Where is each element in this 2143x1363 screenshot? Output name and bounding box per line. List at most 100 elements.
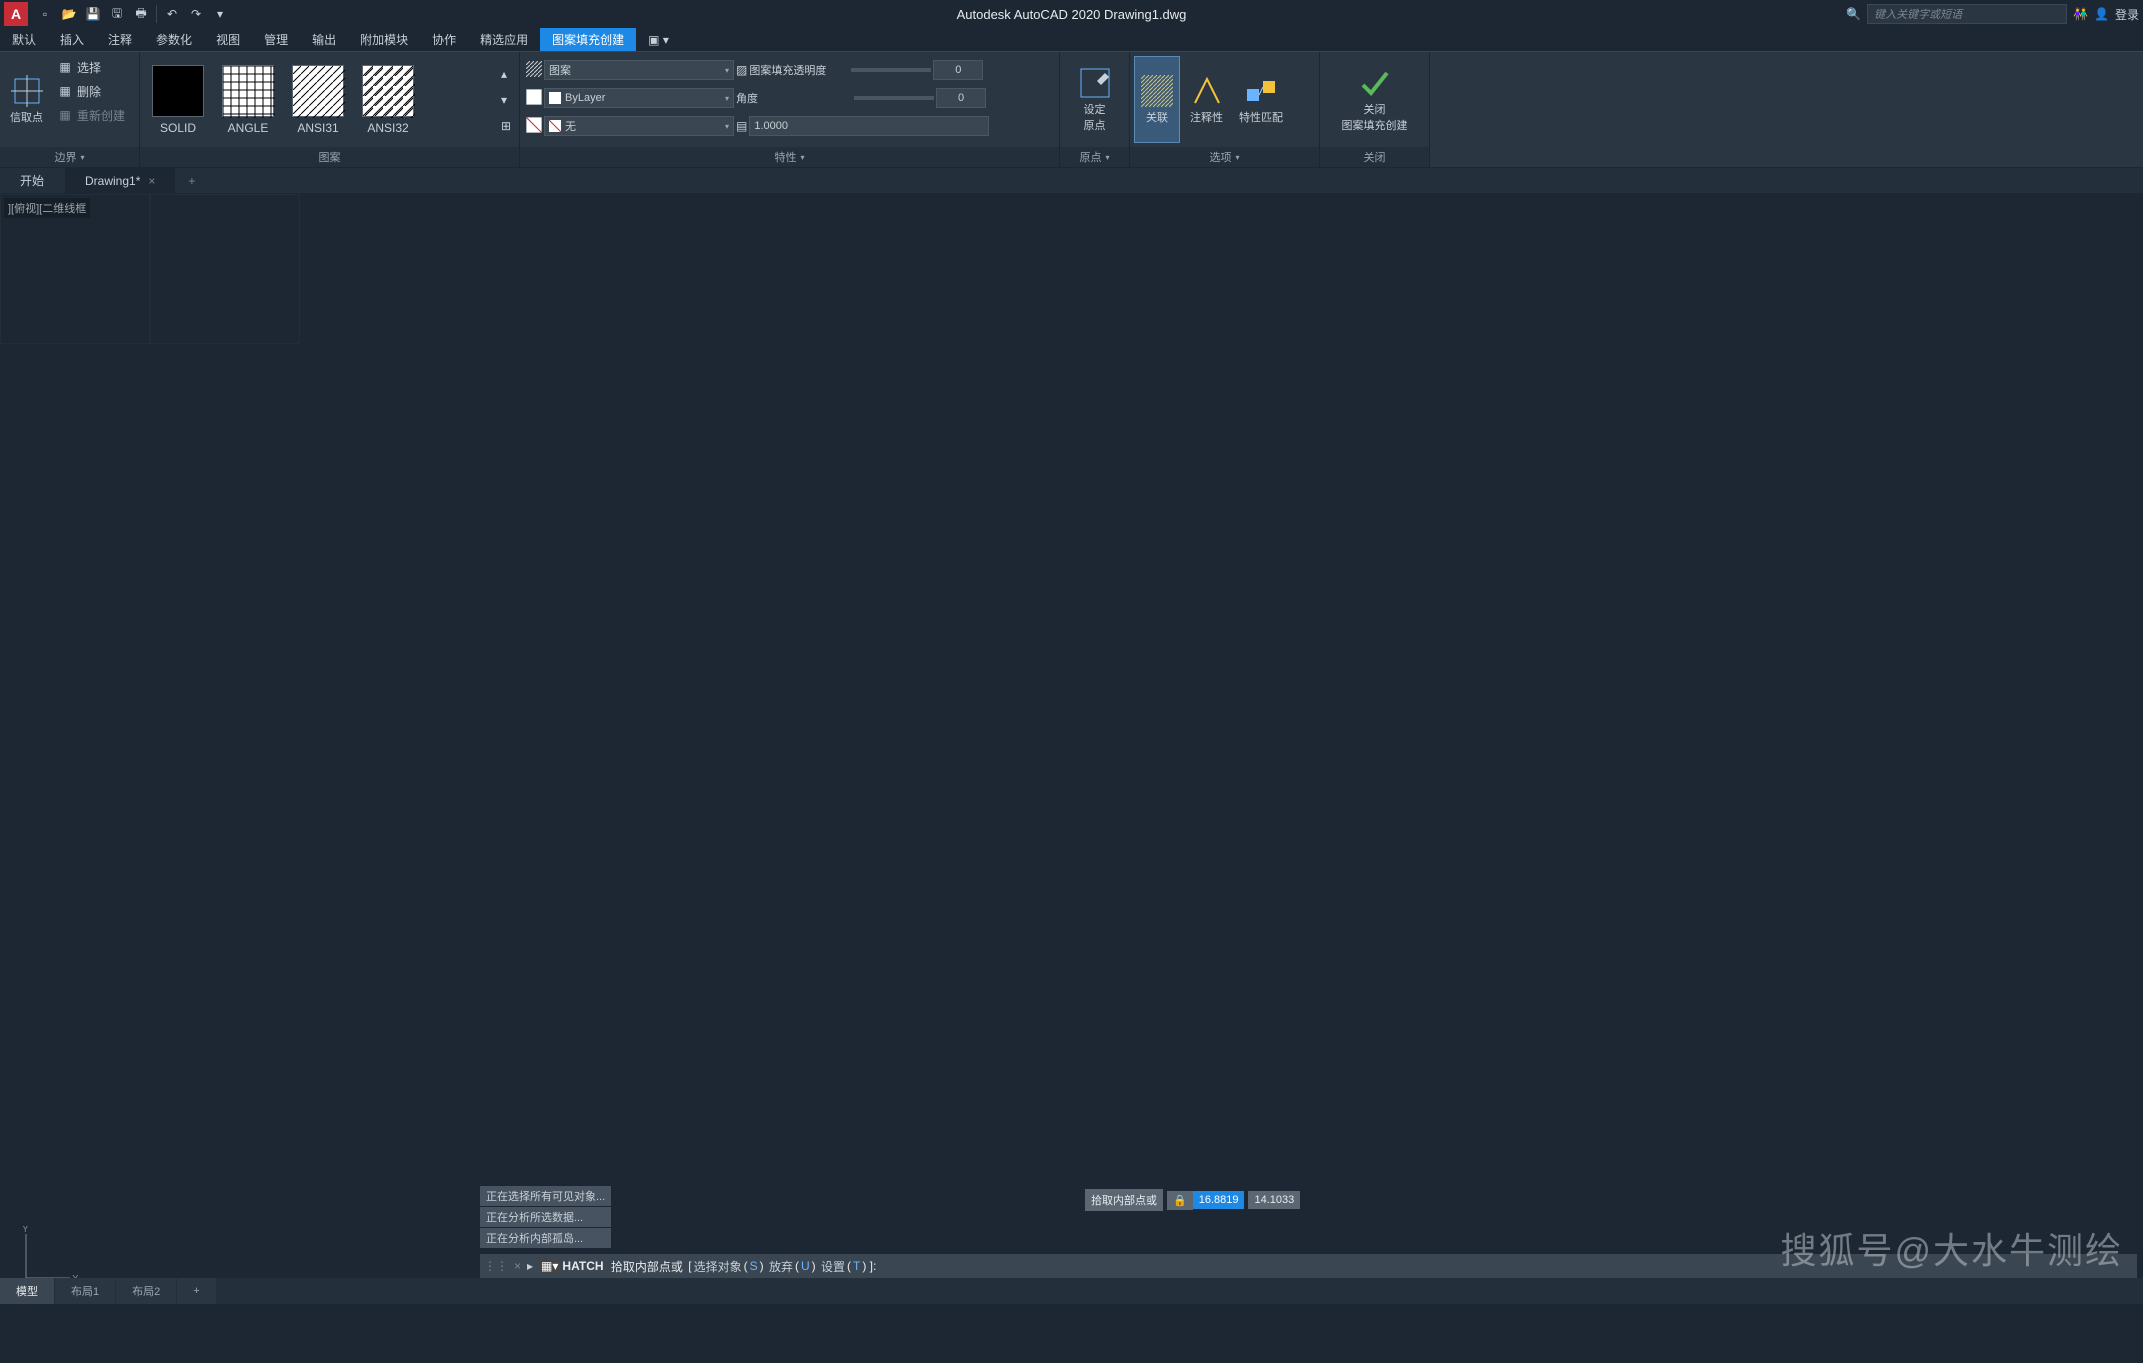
drawing-content (0, 194, 300, 344)
history-line: 正在分析所选数据... (480, 1207, 611, 1227)
swatch-solid[interactable]: SOLID (152, 65, 204, 135)
drawing-canvas[interactable]: ][俯视][二维线框 拾取内部点或 🔒 16.8819 14.1033 Y X … (0, 194, 2143, 1304)
remove-icon: ▦ (57, 83, 73, 99)
tooltip-y-value[interactable]: 14.1033 (1248, 1191, 1300, 1209)
panel-properties-title[interactable]: 特性▾ (520, 147, 1059, 167)
tab-view[interactable]: 视图 (204, 28, 252, 51)
bg-color-dropdown[interactable]: 无▾ (544, 116, 734, 136)
qat-redo-icon[interactable]: ↷ (185, 3, 207, 25)
set-origin-icon (1079, 67, 1111, 99)
tab-insert[interactable]: 插入 (48, 28, 96, 51)
login-button[interactable]: 登录 (2115, 6, 2139, 23)
command-line[interactable]: ⋮⋮ × ▸ ▦▾ HATCH 拾取内部点或 [ 选择对象(S) 放弃(U) 设… (480, 1254, 2137, 1278)
panel-pattern: SOLID ANGLE ANSI31 ANSI32 ▴ ▾ ⊞ 图案 (140, 52, 520, 167)
tab-layout1[interactable]: 布局1 (55, 1278, 115, 1304)
color-dropdown[interactable]: ByLayer▾ (544, 88, 734, 108)
tab-drawing1[interactable]: Drawing1*× (65, 168, 175, 193)
tab-parametric[interactable]: 参数化 (144, 28, 204, 51)
pick-points-icon (11, 75, 43, 107)
pick-points-button[interactable]: 信取点 (4, 56, 49, 143)
set-origin-button[interactable]: 设定 原点 (1073, 56, 1117, 143)
qat-new-icon[interactable]: ▫ (34, 3, 56, 25)
match-props-icon (1245, 75, 1277, 107)
pattern-expand-icon[interactable]: ⊞ (501, 119, 511, 133)
panel-origin: 设定 原点 原点▾ (1060, 52, 1130, 167)
ribbon: 信取点 ▦选择 ▦删除 ▦重新创建 边界▾ SOLID ANGLE ANSI31 (0, 52, 2143, 168)
app-logo[interactable]: A (4, 2, 28, 26)
panel-options-title[interactable]: 选项▾ (1130, 147, 1319, 167)
qat-dropdown-icon[interactable]: ▾ (209, 3, 231, 25)
remove-button[interactable]: ▦删除 (53, 80, 129, 102)
history-line: 正在分析内部孤岛... (480, 1228, 611, 1248)
swatch-ansi32[interactable]: ANSI32 (362, 65, 414, 135)
quick-access-toolbar: ▫ 📂 💾 🖫 🖶 ↶ ↷ ▾ (34, 3, 231, 25)
tab-output[interactable]: 输出 (300, 28, 348, 51)
qat-saveas-icon[interactable]: 🖫 (106, 3, 128, 25)
tooltip-x-value[interactable]: 16.8819 (1193, 1191, 1245, 1209)
tooltip-label: 拾取内部点或 (1085, 1189, 1163, 1211)
transparency-icon: ▨ (736, 63, 747, 77)
tooltip-lock-icon: 🔒 (1167, 1191, 1193, 1210)
window-title: Autodesk AutoCAD 2020 Drawing1.dwg (957, 7, 1187, 22)
new-tab-button[interactable]: + (176, 168, 207, 193)
panel-boundary-title[interactable]: 边界▾ (0, 147, 139, 167)
panel-pattern-title: 图案 (140, 147, 519, 167)
qat-undo-icon[interactable]: ↶ (161, 3, 183, 25)
match-props-button[interactable]: 特性匹配 (1233, 56, 1289, 143)
document-tabs: 开始 Drawing1*× + (0, 168, 2143, 194)
select-icon: ▦ (57, 59, 73, 75)
cmdline-grip-icon[interactable]: ⋮⋮ (484, 1259, 508, 1273)
tab-manage[interactable]: 管理 (252, 28, 300, 51)
select-button[interactable]: ▦选择 (53, 56, 129, 78)
swatch-angle[interactable]: ANGLE (222, 65, 274, 135)
tab-default[interactable]: 默认 (0, 28, 48, 51)
close-hatch-button[interactable]: 关闭 图案填充创建 (1336, 56, 1414, 143)
user-icon[interactable]: 👤 (2094, 7, 2109, 21)
command-prompt: ▦▾ HATCH 拾取内部点或 [ 选择对象(S) 放弃(U) 设置(T) ]: (539, 1258, 876, 1275)
transparency-slider[interactable] (851, 68, 931, 72)
tab-add-layout[interactable]: + (177, 1278, 215, 1304)
layout-tabs: 模型 布局1 布局2 + (0, 1278, 2143, 1304)
tab-collab[interactable]: 协作 (420, 28, 468, 51)
tab-layout2[interactable]: 布局2 (116, 1278, 176, 1304)
cmdline-chevron-icon[interactable]: ▸ (527, 1259, 533, 1273)
color-icon (526, 89, 542, 108)
pattern-scroll-down-icon[interactable]: ▾ (501, 93, 511, 107)
ribbon-tabs: 默认 插入 注释 参数化 视图 管理 输出 附加模块 协作 精选应用 图案填充创… (0, 28, 2143, 52)
pick-points-label: 信取点 (10, 109, 43, 125)
panel-origin-title[interactable]: 原点▾ (1060, 147, 1129, 167)
history-line: 正在选择所有可见对象... (480, 1186, 611, 1206)
angle-label: 角度 (736, 90, 852, 106)
tab-start[interactable]: 开始 (0, 168, 64, 193)
panel-close-title: 关闭 (1320, 147, 1429, 167)
qat-open-icon[interactable]: 📂 (58, 3, 80, 25)
angle-value[interactable]: 0 (936, 88, 986, 108)
tab-addins[interactable]: 附加模块 (348, 28, 420, 51)
pattern-type-dropdown[interactable]: 图案▾ (544, 60, 734, 80)
annotative-button[interactable]: 注释性 (1184, 56, 1229, 143)
angle-slider[interactable] (854, 96, 934, 100)
close-tab-icon[interactable]: × (148, 174, 155, 188)
associative-button[interactable]: 关联 (1134, 56, 1180, 143)
cmdline-close-icon[interactable]: × (514, 1259, 521, 1273)
checkmark-icon (1359, 67, 1391, 99)
pattern-scroll-up-icon[interactable]: ▴ (501, 67, 511, 81)
titlebar: A ▫ 📂 💾 🖫 🖶 ↶ ↷ ▾ Autodesk AutoCAD 2020 … (0, 0, 2143, 28)
ucs-icon[interactable]: Y X (18, 1226, 78, 1286)
qat-save-icon[interactable]: 💾 (82, 3, 104, 25)
swatch-ansi31[interactable]: ANSI31 (292, 65, 344, 135)
search-icon[interactable]: 🔍 (1846, 7, 1861, 21)
tab-featured[interactable]: 精选应用 (468, 28, 540, 51)
search-input[interactable]: 键入关键字或短语 (1867, 4, 2067, 24)
transparency-value[interactable]: 0 (933, 60, 983, 80)
qat-plot-icon[interactable]: 🖶 (130, 3, 152, 25)
associative-icon (1141, 75, 1173, 107)
tab-model[interactable]: 模型 (0, 1278, 54, 1304)
infocenter-icon[interactable]: 👫 (2073, 7, 2088, 21)
tab-annotate[interactable]: 注释 (96, 28, 144, 51)
scale-input[interactable]: 1.0000 (749, 116, 989, 136)
tab-extra[interactable]: ▣ ▾ (636, 28, 681, 51)
tab-hatch-creation[interactable]: 图案填充创建 (540, 28, 636, 51)
pattern-type-icon (526, 61, 542, 80)
scale-icon: ▤ (736, 119, 747, 133)
